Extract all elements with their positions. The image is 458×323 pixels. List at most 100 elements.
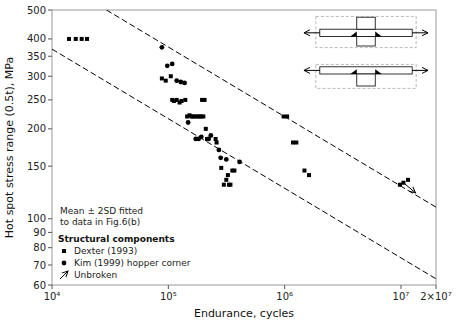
x-axis-label: Endurance, cycles [194,307,294,320]
x-tick [436,285,437,289]
y-tick [48,10,52,11]
inset-plate [357,36,375,46]
annotation-line: to data in Fig.6(b) [60,217,140,227]
x-tick-label: 10⁴ [44,291,61,302]
y-tick [48,166,52,167]
annotation: Mean ± 2SD fittedto data in Fig.6(b) [60,206,143,227]
inset-weld [375,32,382,37]
inset-plate [320,67,412,74]
circle-point [208,133,213,138]
circle-point [224,157,229,162]
square-point [406,178,410,182]
y-tick-label: 150 [27,161,46,172]
square-point [307,173,311,177]
x-tick-label: 2×10⁷ [420,291,451,302]
square-point [203,98,207,102]
square-point [228,183,232,187]
square-point [232,169,236,173]
square-point [302,169,306,173]
y-tick-label: 300 [27,71,46,82]
legend-label: Unbroken [74,270,117,280]
square-point [74,37,78,41]
circle-point [165,63,170,68]
y-tick-label: 100 [27,213,46,224]
y-tick [48,76,52,77]
plot-marks [52,10,436,279]
plot-frame [52,10,436,285]
inset-diagram [304,16,428,88]
square-point [169,74,173,78]
square-point [222,183,226,187]
chart: 10⁴ 10⁵ 10⁶ 10⁷ 2×10⁷ 60 70 80 90 100 150 200 250 300… [0,0,458,323]
inset-arrow [304,70,320,71]
y-tick-label: 200 [27,123,46,134]
square-point [180,99,184,103]
square-point [67,37,71,41]
square-point [183,98,187,102]
y-tick-label: 80 [33,242,46,253]
y-tick-label: 250 [27,94,46,105]
annotation-line: Mean ± 2SD fitted [60,206,143,216]
circle-point [182,81,187,86]
legend: Structural components Dexter (1993) Kim (1… [58,234,191,280]
circle-point [186,120,191,125]
inset-arrow [304,32,320,33]
x-tick [284,285,285,289]
x-tick-label: 10⁶ [276,291,293,302]
square-point [164,79,168,83]
inset-arrow [412,70,428,71]
inset-arrow [412,32,428,33]
square-point [204,127,208,131]
inset-box [316,16,416,47]
y-tick-label: 500 [27,5,46,16]
legend-label: Dexter (1993) [74,246,137,256]
inset-weld [350,69,357,74]
square-point [294,141,298,145]
y-tick [48,56,52,57]
inset-box [316,64,416,88]
square-point [201,114,205,118]
circle-point [218,155,223,160]
inset-plate [357,17,375,29]
legend-symbol [62,261,67,266]
square-point [85,37,89,41]
legend-label: Kim (1999) hopper corner [74,258,191,268]
legend-symbol [62,249,66,253]
square-point [160,76,164,80]
inset-weld [350,32,357,37]
x-tick [52,285,53,289]
y-tick [48,218,52,219]
square-point [214,137,218,141]
circle-point [174,78,179,83]
y-tick-label: 90 [33,227,46,238]
inset-plate [320,29,412,36]
circle-point [159,45,164,50]
y-tick-label: 400 [27,33,46,44]
y-tick [48,285,52,286]
inset-weld [375,69,382,74]
sd-line [106,10,436,207]
legend-title: Structural components [58,234,175,244]
x-tick-label: 10⁵ [160,291,177,302]
x-tick [168,285,169,289]
sd-line [52,49,436,279]
square-point [80,37,84,41]
x-tick-label: 10⁷ [393,291,410,302]
square-point [226,173,230,177]
square-point [224,178,228,182]
y-tick-label: 60 [33,280,46,291]
x-tick [400,285,401,289]
circle-point [170,61,175,66]
y-tick [48,99,52,100]
y-tick-label: 350 [27,51,46,62]
y-tick [48,38,52,39]
y-tick [48,128,52,129]
y-tick [48,232,52,233]
y-tick [48,265,52,266]
y-tick [48,247,52,248]
inset-plate [357,74,375,86]
y-tick-label: 70 [33,260,46,271]
legend-symbol [60,271,68,279]
y-axis-label: Hot spot stress range (0.5t), MPa [3,57,16,238]
square-point [215,141,219,145]
